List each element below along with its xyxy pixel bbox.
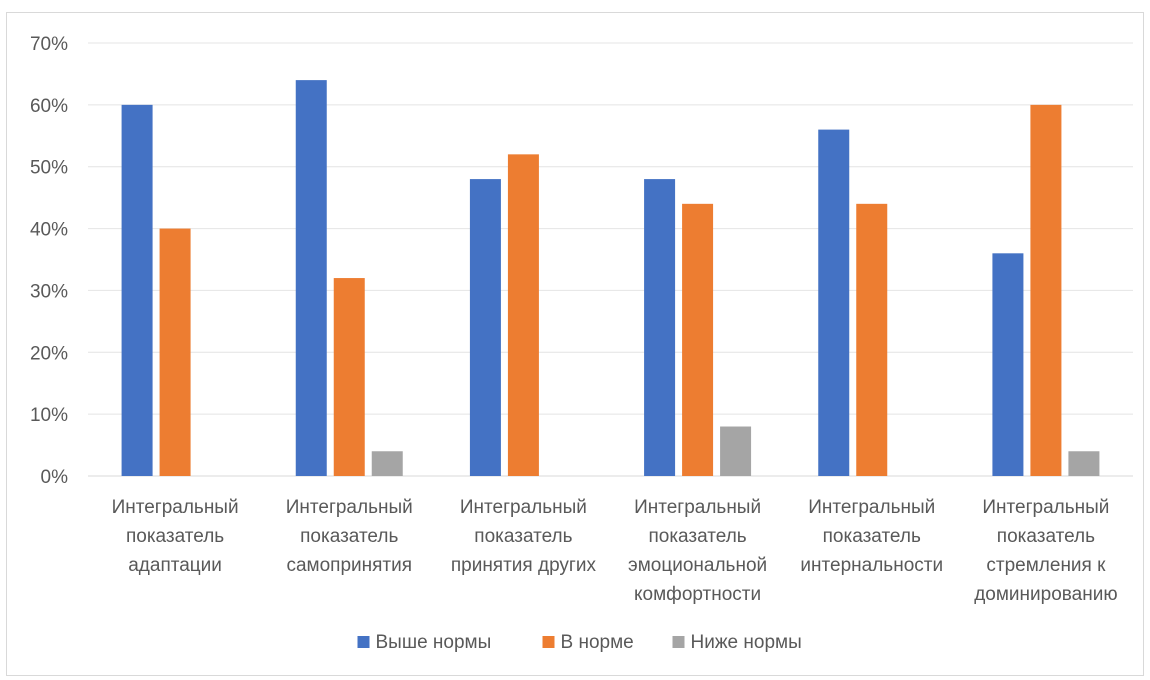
x-category-label: показатель xyxy=(126,526,224,547)
x-category-label: показатель xyxy=(997,526,1095,547)
x-category-label: эмоциональной xyxy=(628,555,767,576)
chart-area xyxy=(6,12,1144,676)
legend-swatch xyxy=(542,636,555,648)
y-tick-label: 40% xyxy=(30,220,68,241)
bar-3 xyxy=(1068,451,1100,476)
x-category-label: стремления к xyxy=(986,555,1106,576)
x-category-label: самопринятия xyxy=(286,555,412,576)
x-category-label: принятия других xyxy=(451,555,597,576)
y-tick-label: 70% xyxy=(30,34,68,55)
x-category-label: адаптации xyxy=(128,555,222,576)
y-tick-label: 20% xyxy=(30,343,68,364)
x-category-label: Интегральный xyxy=(460,497,587,518)
legend-label: В норме xyxy=(561,632,634,653)
bar-1 xyxy=(121,104,153,476)
x-category-label: показатель xyxy=(648,526,746,547)
legend-swatch xyxy=(672,636,685,648)
x-category-label: Интегральный xyxy=(112,497,239,518)
bar-1 xyxy=(644,179,676,477)
y-tick-label: 60% xyxy=(30,96,68,117)
y-tick-label: 0% xyxy=(41,467,69,488)
x-category-label: Интегральный xyxy=(982,497,1109,518)
x-category-label: интернальности xyxy=(800,555,943,576)
x-category-label: показатель xyxy=(823,526,921,547)
legend-swatch xyxy=(357,636,370,648)
bar-1 xyxy=(992,253,1024,476)
bar-2 xyxy=(333,278,365,476)
bar-2 xyxy=(159,228,191,476)
bars xyxy=(121,80,1100,477)
legend-label: Ниже нормы xyxy=(691,632,802,653)
x-category-label: показатель xyxy=(300,526,398,547)
x-category-label: показатель xyxy=(474,526,572,547)
bar-2 xyxy=(856,203,888,477)
bar-3 xyxy=(720,426,752,476)
bar-2 xyxy=(507,154,539,477)
x-category-label: доминированию xyxy=(974,584,1117,605)
x-axis-category-labels: Интегральный показатель адаптации Интеграль… xyxy=(112,497,1118,605)
bar-2 xyxy=(682,203,714,477)
legend-label: Выше нормы xyxy=(376,632,492,653)
bar-1 xyxy=(818,129,850,476)
gridlines xyxy=(88,42,1133,477)
bar-3 xyxy=(371,451,403,476)
y-tick-label: 10% xyxy=(30,405,68,426)
y-axis-tick-labels: 0% 10% 20% 30% 40% 50% 60% 70% xyxy=(30,34,68,488)
bar-2 xyxy=(1030,104,1062,476)
y-tick-label: 30% xyxy=(30,281,68,302)
bar-1 xyxy=(469,179,501,477)
legend: Выше нормы В норме Ниже нормы xyxy=(357,632,802,653)
x-category-label: Интегральный xyxy=(286,497,413,518)
x-category-label: комфортности xyxy=(634,584,761,605)
y-tick-label: 50% xyxy=(30,158,68,179)
x-category-label: Интегральный xyxy=(634,497,761,518)
bar-1 xyxy=(295,80,327,476)
x-category-label: Интегральный xyxy=(808,497,935,518)
